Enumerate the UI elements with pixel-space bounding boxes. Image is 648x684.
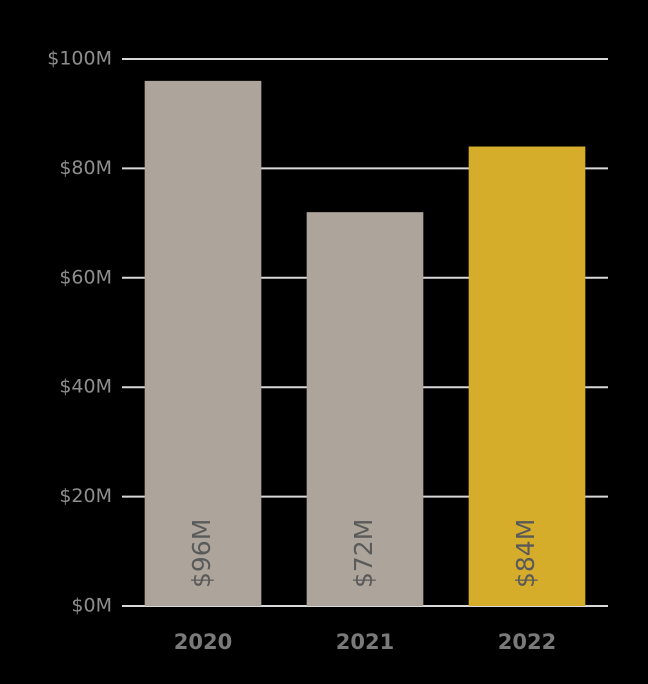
y-tick-label: $60M <box>59 266 112 288</box>
bar <box>468 146 586 606</box>
y-tick-label: $100M <box>47 48 112 70</box>
x-tick-label: 2022 <box>498 630 556 654</box>
bar <box>306 212 424 606</box>
y-tick-label: $80M <box>59 157 112 179</box>
value-label: $96M <box>187 519 216 588</box>
value-label: $72M <box>349 519 378 588</box>
y-tick-label: $0M <box>71 595 112 617</box>
x-tick-label: 2020 <box>174 630 232 654</box>
bar <box>144 80 262 606</box>
y-tick-label: $40M <box>59 376 112 398</box>
x-tick-label: 2021 <box>336 630 394 654</box>
value-label: $84M <box>511 519 540 588</box>
y-tick-label: $20M <box>59 485 112 507</box>
